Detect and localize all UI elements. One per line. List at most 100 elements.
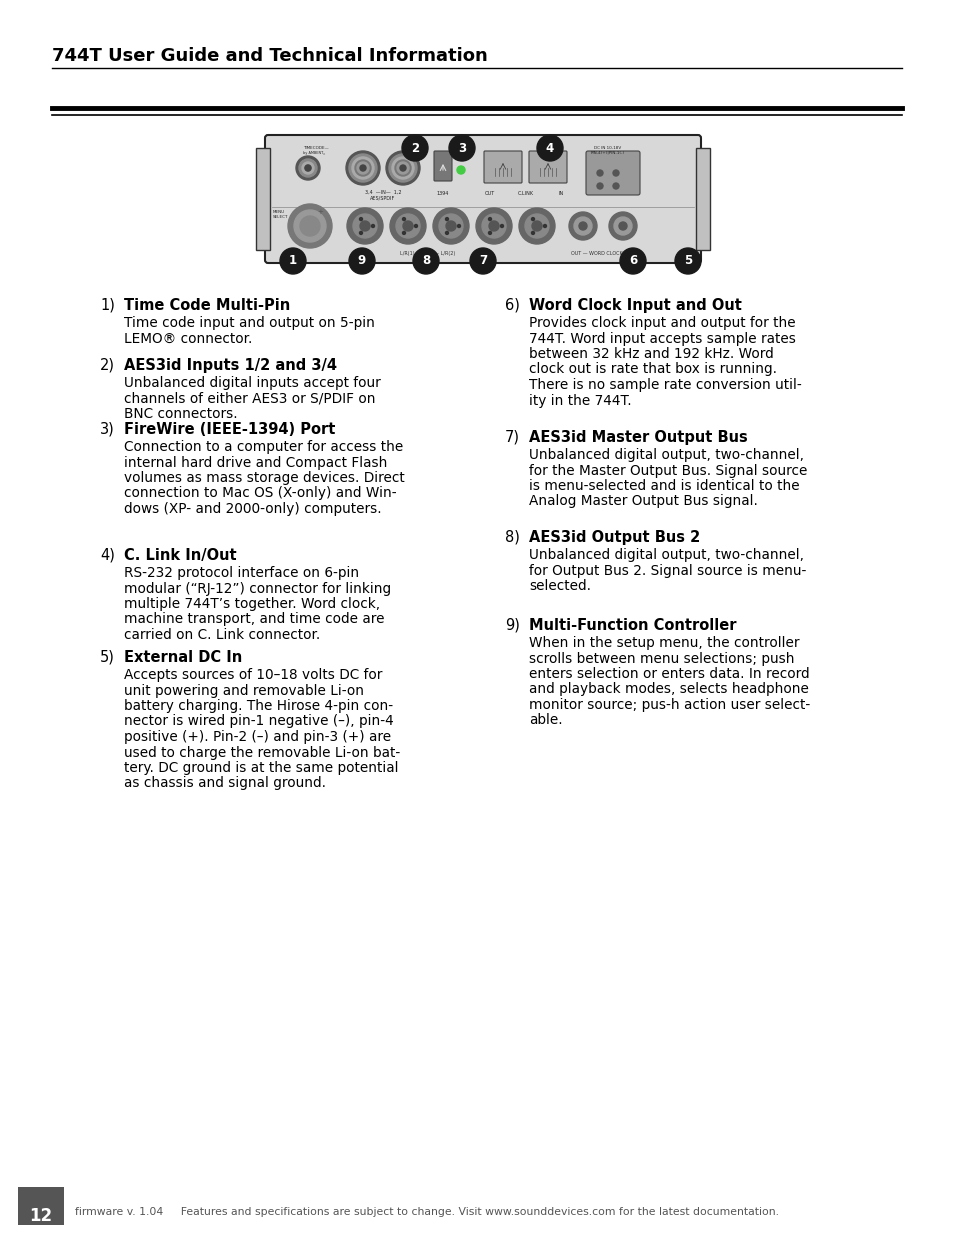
Circle shape <box>518 207 555 245</box>
Text: Provides clock input and output for the: Provides clock input and output for the <box>529 316 795 330</box>
Text: 744T User Guide and Technical Information: 744T User Guide and Technical Informatio… <box>52 47 487 65</box>
Text: 3: 3 <box>457 142 466 154</box>
Circle shape <box>349 154 376 182</box>
Circle shape <box>614 217 631 235</box>
Text: 6: 6 <box>628 254 637 268</box>
Text: channels of either AES3 or S/PDIF on: channels of either AES3 or S/PDIF on <box>124 391 375 405</box>
Text: by ΑΜΒΕΝT‗: by ΑΜΒΕΝT‗ <box>303 151 325 156</box>
Circle shape <box>288 204 332 248</box>
Text: volumes as mass storage devices. Direct: volumes as mass storage devices. Direct <box>124 471 404 485</box>
Circle shape <box>389 154 416 182</box>
Circle shape <box>299 216 319 236</box>
Circle shape <box>537 135 562 161</box>
Text: scrolls between menu selections; push: scrolls between menu selections; push <box>529 652 794 666</box>
Text: Multi-Function Controller: Multi-Function Controller <box>529 618 736 634</box>
Text: 8): 8) <box>504 530 519 545</box>
Circle shape <box>395 161 411 177</box>
Circle shape <box>470 248 496 274</box>
Text: Time Code Multi-Pin: Time Code Multi-Pin <box>124 298 290 312</box>
Text: clock out is rate that box is running.: clock out is rate that box is running. <box>529 363 776 377</box>
Text: dows (XP- and 2000-only) computers.: dows (XP- and 2000-only) computers. <box>124 501 381 516</box>
Text: multiple 744T’s together. Word clock,: multiple 744T’s together. Word clock, <box>124 597 379 611</box>
Text: Accepts sources of 10–18 volts DC for: Accepts sources of 10–18 volts DC for <box>124 668 382 682</box>
Circle shape <box>401 135 428 161</box>
Text: LEMO® connector.: LEMO® connector. <box>124 331 253 346</box>
Text: between 32 kHz and 192 kHz. Word: between 32 kHz and 192 kHz. Word <box>529 347 773 361</box>
Text: as chassis and signal ground.: as chassis and signal ground. <box>124 777 326 790</box>
Text: 4): 4) <box>100 548 114 563</box>
Text: internal hard drive and Compact Flash: internal hard drive and Compact Flash <box>124 456 387 469</box>
Text: 7: 7 <box>478 254 487 268</box>
Text: 5): 5) <box>100 650 114 664</box>
Text: used to charge the removable Li-on bat-: used to charge the removable Li-on bat- <box>124 746 400 760</box>
Circle shape <box>399 165 406 170</box>
Circle shape <box>445 231 448 235</box>
Circle shape <box>371 225 375 227</box>
Circle shape <box>359 165 366 170</box>
Text: RS-232 protocol interface on 6-pin: RS-232 protocol interface on 6-pin <box>124 566 358 580</box>
Circle shape <box>449 135 475 161</box>
Text: modular (“RJ-12”) connector for linking: modular (“RJ-12”) connector for linking <box>124 582 391 595</box>
Circle shape <box>675 248 700 274</box>
Circle shape <box>613 183 618 189</box>
Text: There is no sample rate conversion util-: There is no sample rate conversion util- <box>529 378 801 391</box>
Circle shape <box>413 248 438 274</box>
Text: Connection to a computer for access the: Connection to a computer for access the <box>124 440 403 454</box>
FancyBboxPatch shape <box>483 151 521 183</box>
Circle shape <box>402 217 405 221</box>
Text: IN: IN <box>558 191 563 196</box>
Text: AES3id Inputs 1/2 and 3/4: AES3id Inputs 1/2 and 3/4 <box>124 358 336 373</box>
Circle shape <box>489 221 498 231</box>
Text: for the Master Output Bus. Signal source: for the Master Output Bus. Signal source <box>529 463 806 478</box>
Text: monitor source; pus-h action user select-: monitor source; pus-h action user select… <box>529 698 809 713</box>
Text: 7): 7) <box>504 430 519 445</box>
Text: 2): 2) <box>100 358 115 373</box>
Text: 1394: 1394 <box>436 191 449 196</box>
Text: Word Clock Input and Out: Word Clock Input and Out <box>529 298 741 312</box>
Circle shape <box>402 221 413 231</box>
Circle shape <box>500 225 503 227</box>
Text: External DC In: External DC In <box>124 650 242 664</box>
Circle shape <box>613 170 618 177</box>
Text: positive (+). Pin-2 (–) and pin-3 (+) are: positive (+). Pin-2 (–) and pin-3 (+) ar… <box>124 730 391 743</box>
Text: C. Link In/Out: C. Link In/Out <box>124 548 236 563</box>
Text: +: + <box>316 209 323 215</box>
Text: Unbalanced digital inputs accept four: Unbalanced digital inputs accept four <box>124 375 380 390</box>
Circle shape <box>359 231 362 235</box>
Text: able.: able. <box>529 714 562 727</box>
Circle shape <box>414 225 417 227</box>
Circle shape <box>597 183 602 189</box>
Text: MENU
SELECT: MENU SELECT <box>273 210 288 219</box>
Circle shape <box>402 231 405 235</box>
Text: carried on C. Link connector.: carried on C. Link connector. <box>124 629 320 642</box>
Text: 3): 3) <box>100 422 114 437</box>
Text: L/R(1) — OUT — L/R(2): L/R(1) — OUT — L/R(2) <box>400 251 456 256</box>
Circle shape <box>359 221 370 231</box>
Text: selected.: selected. <box>529 579 590 593</box>
Circle shape <box>476 207 512 245</box>
Text: 4: 4 <box>545 142 554 154</box>
Text: AES/SPDIF: AES/SPDIF <box>370 196 395 201</box>
Circle shape <box>390 207 426 245</box>
Text: PIN-4(+)|PIN-1(-): PIN-4(+)|PIN-1(-) <box>590 151 624 156</box>
Circle shape <box>396 162 409 174</box>
Circle shape <box>347 207 382 245</box>
Text: Analog Master Output Bus signal.: Analog Master Output Bus signal. <box>529 494 757 509</box>
FancyBboxPatch shape <box>585 151 639 195</box>
Text: DC IN 10-18V: DC IN 10-18V <box>594 146 621 149</box>
Text: connection to Mac OS (X-only) and Win-: connection to Mac OS (X-only) and Win- <box>124 487 396 500</box>
Text: firmware v. 1.04     Features and specifications are subject to change. Visit ww: firmware v. 1.04 Features and specificat… <box>75 1207 779 1216</box>
Text: 8: 8 <box>421 254 430 268</box>
Circle shape <box>568 212 597 240</box>
Circle shape <box>355 161 371 177</box>
Text: 9: 9 <box>357 254 366 268</box>
Circle shape <box>349 248 375 274</box>
Circle shape <box>280 248 306 274</box>
FancyBboxPatch shape <box>265 135 700 263</box>
Circle shape <box>574 217 592 235</box>
Text: Unbalanced digital output, two-channel,: Unbalanced digital output, two-channel, <box>529 448 803 462</box>
Circle shape <box>353 214 376 238</box>
Text: C.LINK: C.LINK <box>517 191 534 196</box>
Circle shape <box>445 217 448 221</box>
Circle shape <box>618 222 626 230</box>
